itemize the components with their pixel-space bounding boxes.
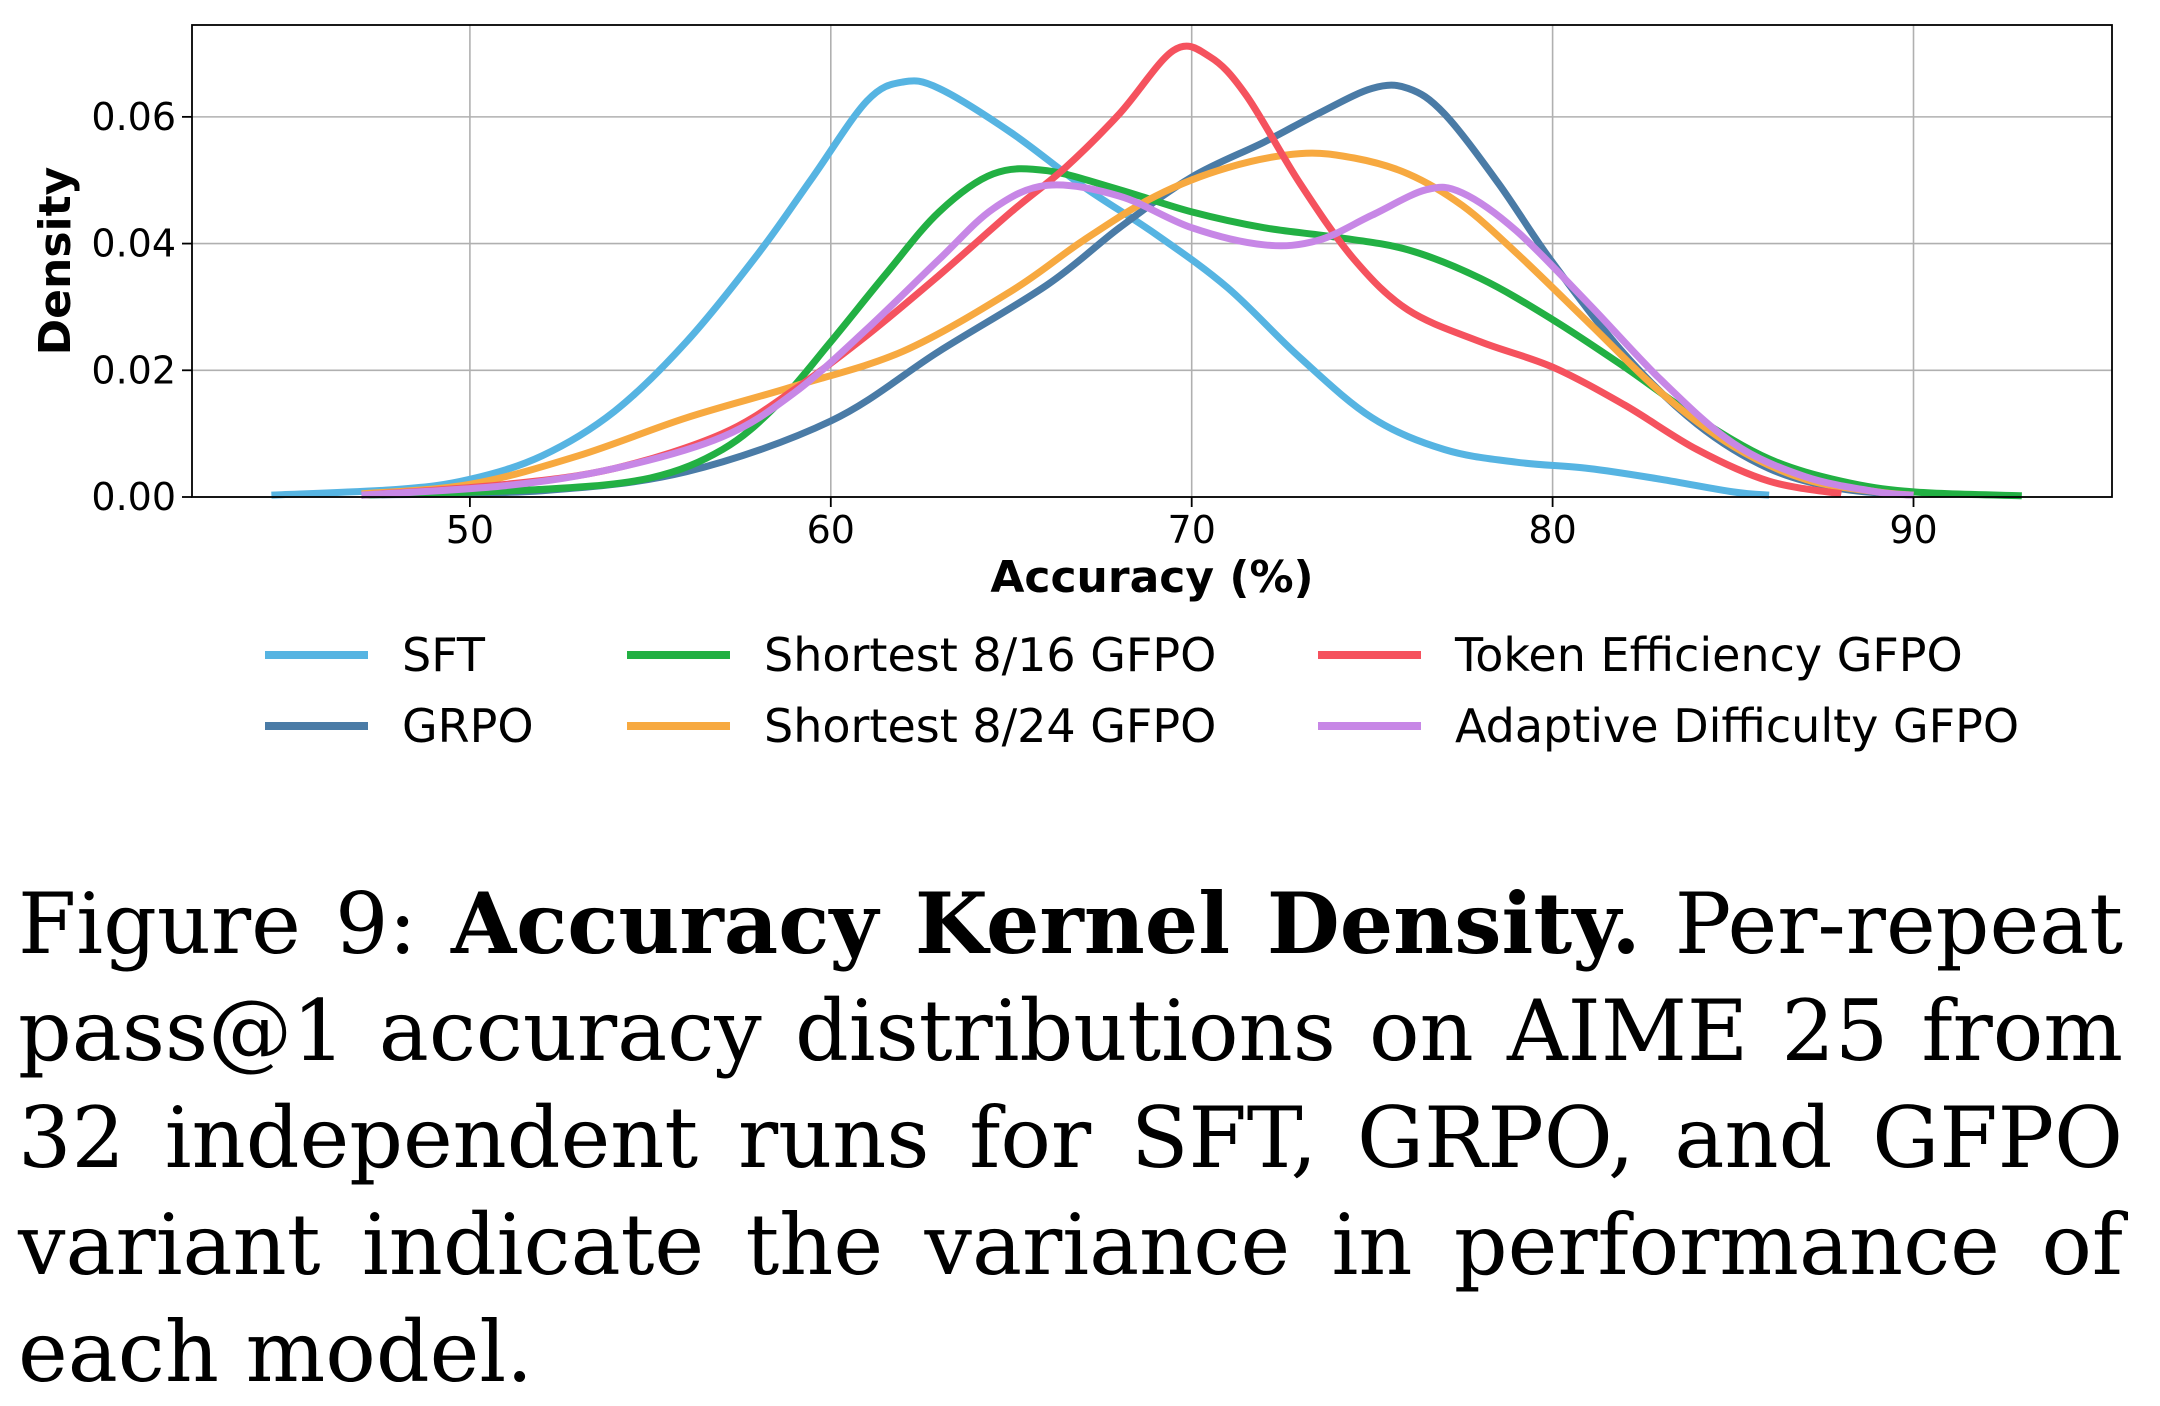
y-tick-label: 0.02 [91,348,176,392]
x-tick-label: 90 [1889,508,1937,552]
series-line-adaptive-difficulty-gfpo [361,181,1914,499]
grid-layer [192,25,2112,498]
legend: SFT GRPO Shortest 8/16 GFPO Shortest 8/24 G… [265,628,2019,753]
y-tick-label: 0.04 [91,222,176,266]
figure-caption: Figure 9: Accuracy Kernel Density. Per-r… [18,870,2123,1406]
legend-label-shortest-8-16-gfpo: Shortest 8/16 GFPO [764,628,1216,682]
x-tick-label: 60 [807,508,855,552]
caption-title: Accuracy Kernel Density. [450,874,1641,973]
caption-text: Per-repeat pass@1 accuracy distributions… [18,875,2123,1401]
x-tick-label: 80 [1528,508,1576,552]
x-axis-title: Accuracy (%) [990,552,1313,603]
y-tick-label: 0.00 [91,475,176,519]
x-tick-label: 70 [1168,508,1216,552]
caption-label: Figure 9: [18,875,451,973]
series-layer [271,42,2022,500]
series-line-shortest-8-24-gfpo [361,149,1914,499]
legend-label-grpo: GRPO [402,699,534,753]
plot-frame [191,24,2113,498]
kde-chart-figure: 50 60 70 80 90 0.00 0.02 0.04 0.06 Accuracy (%) … [30,24,2113,753]
y-tick-label: 0.06 [91,95,176,139]
legend-label-token-efficiency-gfpo: Token Efficiency GFPO [1454,628,1963,682]
legend-label-adaptive-difficulty-gfpo: Adaptive Difficulty GFPO [1455,699,2019,753]
tick-layer: 50 60 70 80 90 0.00 0.02 0.04 0.06 [91,95,1937,552]
legend-label-shortest-8-24-gfpo: Shortest 8/24 GFPO [764,699,1216,753]
chart-canvas: 50 60 70 80 900.000.020.040.06 Accuracy (%) … [30,24,2113,753]
series-line-grpo [361,81,1914,499]
legend-label-sft: SFT [402,628,486,682]
y-axis-title: Density [30,167,81,356]
x-tick-label: 50 [446,508,494,552]
series-line-token-efficiency-gfpo [361,42,1842,499]
series-line-sft [271,77,1770,499]
